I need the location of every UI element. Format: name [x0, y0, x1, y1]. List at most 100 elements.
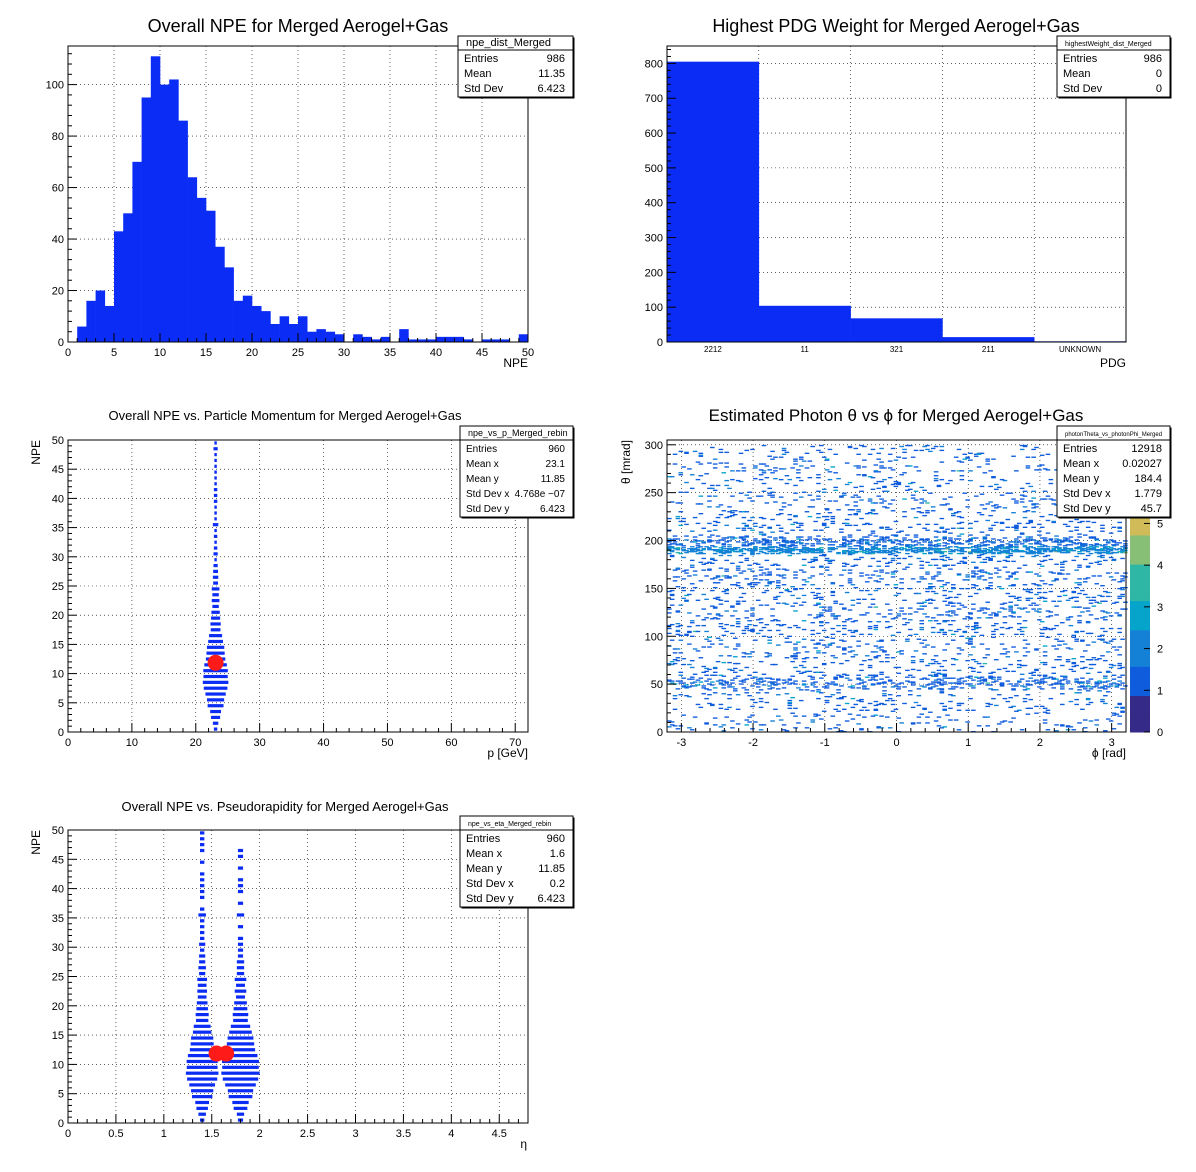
heatmap-cell — [1034, 679, 1039, 681]
heatmap-cell — [732, 667, 738, 670]
heatmap-cell — [999, 683, 1005, 685]
stats-row-label: Entries — [1063, 53, 1098, 65]
heatmap-cell — [876, 541, 882, 543]
heatmap-cell — [1103, 549, 1108, 552]
heatmap-cell — [764, 476, 770, 479]
stats-row-label: Mean y — [1063, 473, 1100, 485]
heatmap-cell — [715, 660, 721, 663]
heatmap-cell — [925, 529, 930, 531]
heatmap-cell — [710, 589, 715, 592]
heatmap-cell — [689, 678, 695, 680]
heatmap-cell — [873, 628, 879, 631]
heatmap-cell — [867, 666, 873, 669]
heatmap-cell — [910, 494, 916, 496]
heatmap-cell — [879, 671, 884, 674]
heatmap-cell — [1074, 547, 1079, 549]
heatmap-cell — [999, 494, 1005, 496]
heatmap-cell — [1077, 564, 1082, 566]
heatmap-cell — [824, 622, 830, 624]
heatmap-cell — [1019, 448, 1025, 451]
heatmap-cell — [724, 623, 729, 626]
heatmap-cell — [1108, 539, 1114, 541]
heatmap-cell — [839, 697, 844, 700]
histogram-bar — [114, 231, 124, 342]
heatmap-cell — [712, 577, 718, 579]
heatmap-cell — [830, 615, 836, 617]
heatmap-cell — [1039, 546, 1045, 548]
heatmap-cell — [1048, 513, 1054, 516]
heatmap-cell — [922, 605, 927, 607]
heatmap-cell — [1057, 542, 1062, 544]
heatmap-cell — [798, 524, 804, 527]
heatmap-cell — [721, 627, 727, 630]
heatmap-cell — [1077, 692, 1082, 694]
heatmap-cell — [707, 500, 712, 502]
heatmap-cell — [1025, 456, 1031, 458]
heatmap-cell — [902, 623, 907, 626]
heatmap-cell — [1016, 596, 1022, 599]
heatmap-cell — [798, 689, 804, 691]
heatmap-cell — [715, 549, 721, 552]
heatmap-cell — [764, 568, 770, 570]
heatmap-cell — [781, 545, 787, 547]
heatmap-cell — [790, 542, 795, 544]
heatmap-cell — [971, 549, 976, 552]
heatmap-cell — [841, 545, 847, 547]
heatmap-cell — [850, 650, 856, 652]
heatmap-cell — [870, 510, 876, 512]
heatmap-cell — [727, 706, 732, 709]
heatmap-cell — [1120, 674, 1125, 676]
heatmap-cell — [773, 681, 778, 683]
heatmap-cell — [1008, 549, 1013, 551]
heatmap-cell — [724, 466, 729, 468]
heatmap-cell — [841, 562, 847, 565]
heatmap-cell — [778, 496, 784, 498]
heatmap-cell — [876, 544, 882, 546]
heatmap-cell — [879, 539, 884, 541]
heatmap-cell — [876, 565, 882, 567]
heatmap-cell — [942, 504, 947, 506]
heatmap-cell — [1105, 546, 1111, 548]
heatmap-cell — [976, 466, 982, 468]
heatmap-cell — [979, 493, 985, 495]
heatmap-cell — [681, 549, 686, 551]
heatmap-cell — [735, 479, 741, 482]
heatmap-cell — [819, 566, 824, 568]
histogram-bar — [86, 300, 96, 342]
heatmap-cell — [684, 539, 689, 541]
heatmap-cell — [965, 499, 970, 501]
heatmap-cell — [819, 615, 824, 617]
heatmap-cell — [859, 485, 864, 488]
heatmap-cell — [905, 545, 910, 547]
heatmap-cell — [793, 547, 798, 549]
palette-tick-label: 3 — [1157, 602, 1163, 614]
heatmap-cell — [876, 727, 882, 729]
histogram-bar — [491, 339, 501, 342]
heatmap-cell — [859, 700, 864, 703]
heatmap-cell — [796, 541, 801, 543]
heatmap-cell — [948, 509, 953, 511]
heatmap-cell — [1103, 619, 1108, 621]
heatmap-cell — [925, 684, 930, 686]
heatmap-cell — [1117, 676, 1122, 678]
heatmap-cell — [821, 644, 827, 646]
heatmap-cell — [988, 617, 993, 619]
heatmap-cell — [862, 445, 867, 448]
heatmap-cell — [778, 527, 784, 529]
heatmap-cell — [864, 655, 870, 657]
heatmap-cell — [925, 644, 930, 646]
heatmap-cell — [687, 550, 692, 553]
heatmap-cell — [727, 694, 732, 696]
heatmap-cell — [827, 728, 833, 730]
heatmap-cell — [667, 549, 672, 552]
heatmap-cell — [1011, 498, 1016, 500]
heatmap-cell — [1057, 633, 1062, 636]
heatmap-cell — [1034, 446, 1039, 449]
heatmap-cell — [684, 481, 689, 484]
heatmap-cell — [1065, 647, 1071, 649]
heatmap-cell — [1037, 541, 1042, 543]
heatmap-cell — [902, 448, 907, 451]
heatmap-cell — [862, 475, 867, 477]
heatmap-cell — [836, 615, 841, 617]
heatmap-cell — [718, 625, 724, 628]
